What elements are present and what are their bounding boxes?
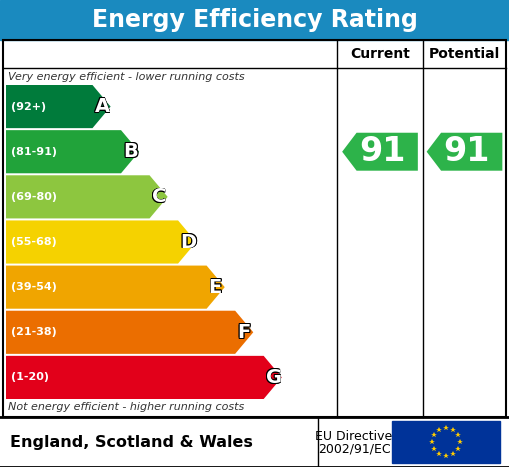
Bar xyxy=(392,421,500,463)
Text: Not energy efficient - higher running costs: Not energy efficient - higher running co… xyxy=(8,402,244,412)
Polygon shape xyxy=(6,356,282,399)
Text: G: G xyxy=(266,367,282,386)
Text: Potential: Potential xyxy=(429,47,500,61)
Text: F: F xyxy=(238,324,251,343)
Text: A: A xyxy=(95,98,109,117)
Text: E: E xyxy=(208,278,221,297)
Text: D: D xyxy=(179,232,195,251)
Polygon shape xyxy=(6,175,167,219)
Text: 91: 91 xyxy=(443,135,490,168)
Text: C: C xyxy=(151,186,165,205)
Text: C: C xyxy=(152,186,166,205)
Text: B: B xyxy=(124,143,138,162)
Text: (92+): (92+) xyxy=(11,101,46,112)
Text: C: C xyxy=(151,188,165,207)
Text: G: G xyxy=(266,369,282,388)
Text: (1-20): (1-20) xyxy=(11,372,49,382)
Text: D: D xyxy=(181,234,197,252)
Text: D: D xyxy=(179,234,195,252)
Text: F: F xyxy=(237,322,250,341)
Text: E: E xyxy=(208,278,221,297)
Text: C: C xyxy=(152,186,167,205)
Text: Current: Current xyxy=(350,47,410,61)
Text: D: D xyxy=(181,233,197,252)
Text: F: F xyxy=(237,323,250,342)
Text: G: G xyxy=(265,368,281,387)
Text: E: E xyxy=(209,277,222,296)
Text: G: G xyxy=(267,369,282,388)
Polygon shape xyxy=(6,266,225,309)
Text: (39-54): (39-54) xyxy=(11,282,57,292)
Text: 91: 91 xyxy=(359,135,405,168)
Text: EU Directive: EU Directive xyxy=(316,430,392,443)
Text: E: E xyxy=(208,277,221,296)
Text: D: D xyxy=(180,234,196,252)
Text: F: F xyxy=(237,324,250,343)
Text: Very energy efficient - lower running costs: Very energy efficient - lower running co… xyxy=(8,71,245,82)
Text: B: B xyxy=(123,143,138,162)
Text: (55-68): (55-68) xyxy=(11,237,56,247)
Text: G: G xyxy=(267,367,282,386)
Text: (81-91): (81-91) xyxy=(11,147,57,157)
Text: G: G xyxy=(266,368,282,387)
Text: E: E xyxy=(209,278,222,297)
Text: England, Scotland & Wales: England, Scotland & Wales xyxy=(10,434,253,450)
Polygon shape xyxy=(6,311,253,354)
Text: C: C xyxy=(152,187,166,206)
Text: D: D xyxy=(180,233,196,252)
Text: A: A xyxy=(94,96,109,115)
Text: E: E xyxy=(209,278,222,297)
Polygon shape xyxy=(342,133,418,171)
Text: A: A xyxy=(95,98,110,117)
Text: (21-38): (21-38) xyxy=(11,327,56,337)
Text: D: D xyxy=(180,232,196,251)
Text: C: C xyxy=(151,187,165,206)
Text: A: A xyxy=(95,96,110,115)
Text: (69-80): (69-80) xyxy=(11,192,57,202)
Text: Energy Efficiency Rating: Energy Efficiency Rating xyxy=(92,8,417,32)
Text: C: C xyxy=(152,188,166,207)
Text: B: B xyxy=(123,142,138,161)
Text: F: F xyxy=(236,323,249,342)
Text: B: B xyxy=(122,142,137,161)
Text: A: A xyxy=(94,98,109,117)
Text: B: B xyxy=(122,143,137,162)
Text: C: C xyxy=(152,188,167,207)
Text: 2002/91/EC: 2002/91/EC xyxy=(318,443,390,455)
Text: E: E xyxy=(209,278,222,297)
Text: F: F xyxy=(238,322,251,341)
Bar xyxy=(0,0,509,40)
Bar xyxy=(3,40,506,417)
Text: G: G xyxy=(265,367,281,386)
Polygon shape xyxy=(6,220,196,263)
Text: A: A xyxy=(95,97,110,116)
Text: A: A xyxy=(94,97,109,116)
Text: B: B xyxy=(123,142,138,160)
Polygon shape xyxy=(6,130,139,173)
Text: A: A xyxy=(95,96,109,115)
Text: G: G xyxy=(265,369,281,388)
Text: F: F xyxy=(236,322,249,341)
Text: B: B xyxy=(124,142,138,160)
Polygon shape xyxy=(6,85,110,128)
Text: F: F xyxy=(238,323,251,342)
Text: D: D xyxy=(179,233,195,252)
Bar xyxy=(0,417,509,467)
Text: E: E xyxy=(209,277,222,296)
Text: B: B xyxy=(124,142,138,161)
Text: D: D xyxy=(181,232,197,251)
Text: C: C xyxy=(152,187,167,206)
Polygon shape xyxy=(427,133,502,171)
Text: G: G xyxy=(267,368,282,387)
Text: B: B xyxy=(122,142,137,160)
Text: E: E xyxy=(209,278,222,297)
Text: A: A xyxy=(95,97,109,116)
Text: F: F xyxy=(236,324,249,343)
